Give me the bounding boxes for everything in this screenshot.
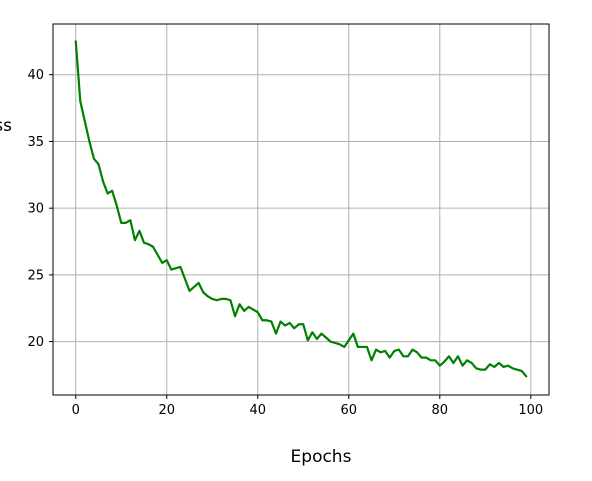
x-axis-label: Epochs (291, 447, 352, 467)
x-tick-label: 40 (249, 403, 266, 418)
x-tick-label: 80 (432, 403, 449, 418)
y-axis-ticks: 20 25 30 35 40 (27, 68, 53, 350)
x-tick-label: 60 (341, 403, 358, 418)
x-axis-ticks: 0 20 40 60 80 100 (72, 395, 543, 418)
y-tick-label: 20 (27, 335, 44, 350)
grid-lines (53, 24, 549, 395)
y-tick-label: 35 (27, 135, 44, 150)
y-tick-label: 25 (27, 268, 44, 283)
x-tick-label: 20 (158, 403, 175, 418)
series-group (74, 40, 528, 378)
y-tick-label: 40 (27, 68, 44, 83)
y-axis-label: Loss (0, 116, 12, 136)
x-tick-label: 100 (518, 403, 543, 418)
loss-series-line (74, 40, 528, 378)
x-tick-label: 0 (72, 403, 80, 418)
plot-frame (52, 23, 550, 396)
y-tick-label: 30 (27, 202, 44, 217)
plot-background (53, 24, 549, 395)
